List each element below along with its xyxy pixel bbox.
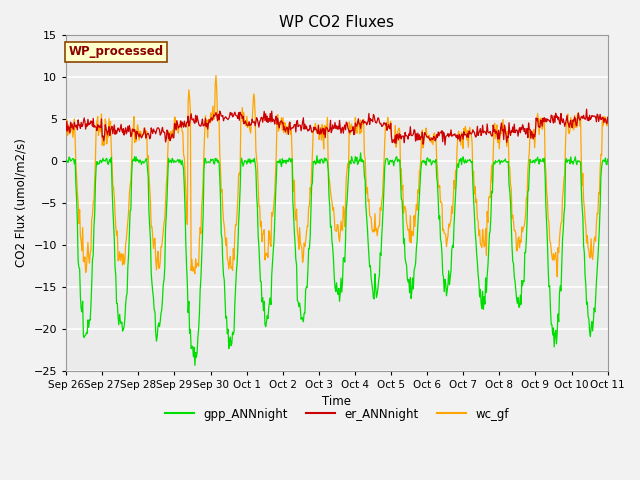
- Legend: gpp_ANNnight, er_ANNnight, wc_gf: gpp_ANNnight, er_ANNnight, wc_gf: [160, 403, 514, 425]
- X-axis label: Time: Time: [323, 396, 351, 408]
- Title: WP CO2 Fluxes: WP CO2 Fluxes: [280, 15, 394, 30]
- Y-axis label: CO2 Flux (umol/m2/s): CO2 Flux (umol/m2/s): [15, 139, 28, 267]
- Text: WP_processed: WP_processed: [68, 46, 164, 59]
